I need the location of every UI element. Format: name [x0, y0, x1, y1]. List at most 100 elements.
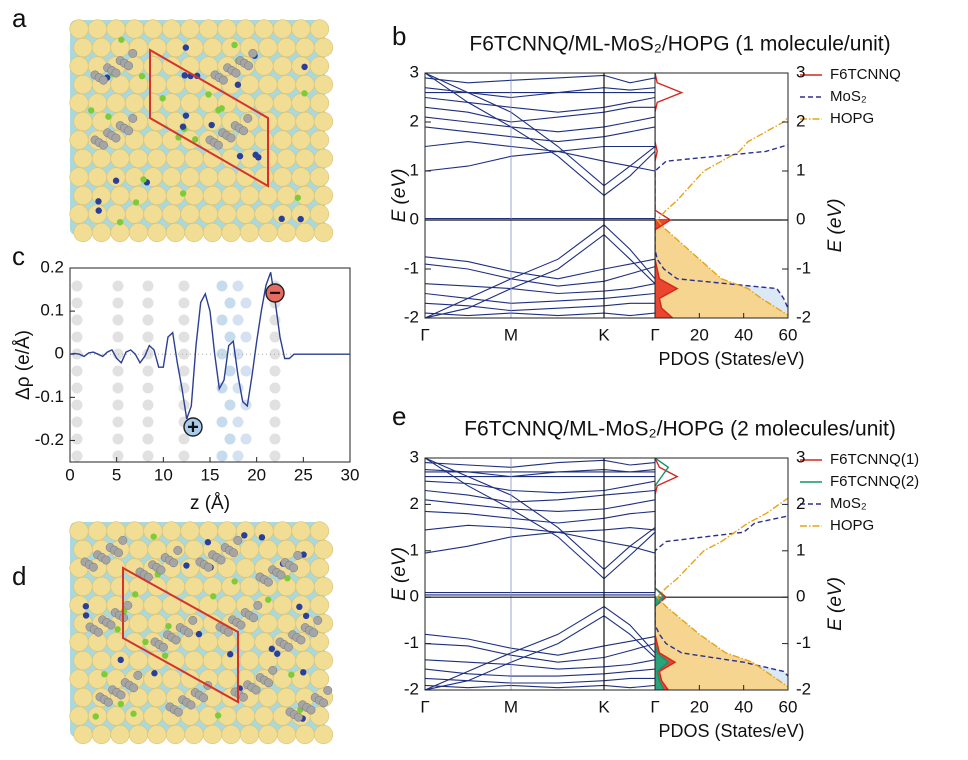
- atom: [165, 148, 186, 169]
- atom-column: [269, 416, 281, 428]
- atom: [309, 204, 330, 224]
- molecule-atom: [106, 620, 116, 630]
- atom: [198, 204, 219, 224]
- annotation-circle: [183, 417, 203, 437]
- atom: [202, 724, 223, 745]
- occupied-fill: [655, 220, 788, 318]
- atom: [147, 613, 167, 634]
- y-axis-label: E (eV): [825, 199, 846, 253]
- atom: [272, 56, 293, 76]
- dopant: [132, 199, 140, 206]
- dopant: [301, 90, 308, 97]
- atom: [161, 167, 182, 187]
- atom: [69, 19, 89, 39]
- dopant: [183, 562, 190, 569]
- density-line: [69, 272, 350, 420]
- molecule-atom: [243, 113, 253, 123]
- x-tick-label: Γ: [420, 697, 429, 716]
- atom: [239, 74, 260, 95]
- molecule-atom: [93, 627, 103, 637]
- dopant: [300, 669, 307, 676]
- atom: [235, 204, 256, 224]
- y-axis-label: E (eV): [825, 577, 846, 631]
- dopant: [117, 700, 125, 708]
- dopant: [236, 152, 244, 160]
- annotation: +: [187, 416, 199, 438]
- atom: [124, 19, 145, 39]
- atom-column: [269, 365, 281, 377]
- structure-images: [69, 19, 334, 745]
- x-tick-label: 0: [65, 465, 74, 484]
- atom: [272, 93, 293, 113]
- molecule-atom: [283, 642, 293, 652]
- dopant: [101, 671, 108, 678]
- molecule-atom: [306, 705, 316, 715]
- atom: [69, 130, 89, 150]
- atom: [313, 74, 334, 95]
- pdos-line: [656, 116, 788, 317]
- atom: [143, 93, 163, 113]
- atom: [106, 93, 126, 113]
- x-tick-label: 40: [734, 325, 753, 344]
- x-tick-label: Γ: [650, 325, 659, 344]
- annotation: −: [269, 282, 281, 304]
- legend-label: HOPG: [830, 110, 874, 127]
- dopant: [195, 630, 203, 638]
- y-tick-label: 0: [796, 209, 805, 228]
- atom: [309, 669, 330, 689]
- dopant: [210, 593, 217, 600]
- atom: [202, 650, 223, 671]
- atom-column: [240, 331, 252, 343]
- atom: [73, 148, 93, 169]
- atom: [313, 148, 334, 169]
- molecule-atom: [111, 133, 121, 143]
- x-tick-label: K: [598, 325, 610, 344]
- atom: [272, 19, 293, 39]
- bands: [425, 458, 655, 690]
- pdos-line: [655, 144, 788, 310]
- molecule-atom: [229, 548, 239, 558]
- atom: [87, 19, 108, 39]
- y-tick-label: 0: [410, 209, 419, 228]
- atom: [161, 669, 182, 689]
- dopant: [179, 190, 187, 197]
- molecule-atom: [203, 562, 213, 572]
- atom: [254, 204, 274, 224]
- atom: [276, 539, 297, 560]
- atom: [161, 521, 182, 541]
- atom: [258, 185, 278, 206]
- atom: [202, 185, 223, 206]
- atom-column: [216, 450, 228, 462]
- molecule-atom: [98, 75, 108, 85]
- atom: [184, 539, 204, 560]
- y-tick-label: -2: [796, 679, 811, 698]
- atom: [276, 222, 297, 243]
- y-axis-label: E (eV): [389, 169, 410, 223]
- y-tick-label: -2: [404, 307, 419, 326]
- band: [425, 150, 655, 172]
- atom: [309, 130, 330, 150]
- atom: [87, 521, 108, 541]
- atom: [69, 56, 89, 76]
- dopant: [82, 612, 90, 619]
- band: [425, 458, 655, 580]
- atom: [143, 204, 163, 224]
- molecule-atom: [268, 665, 278, 675]
- atom-column: [71, 382, 83, 394]
- dopant: [82, 603, 90, 610]
- atom-column: [142, 365, 154, 377]
- atom: [69, 706, 89, 726]
- atom-column: [224, 433, 236, 445]
- band: [425, 73, 655, 187]
- atom: [184, 724, 204, 745]
- atom: [258, 687, 278, 708]
- plot-frame: [69, 267, 351, 463]
- y-tick-label: 1: [796, 160, 805, 179]
- y-tick-label: 2: [796, 111, 805, 130]
- atom: [87, 595, 108, 615]
- molecule-atom: [169, 558, 179, 568]
- atom: [254, 19, 274, 39]
- molecule-atom: [251, 685, 261, 695]
- atom: [184, 576, 204, 597]
- dopant: [301, 63, 308, 71]
